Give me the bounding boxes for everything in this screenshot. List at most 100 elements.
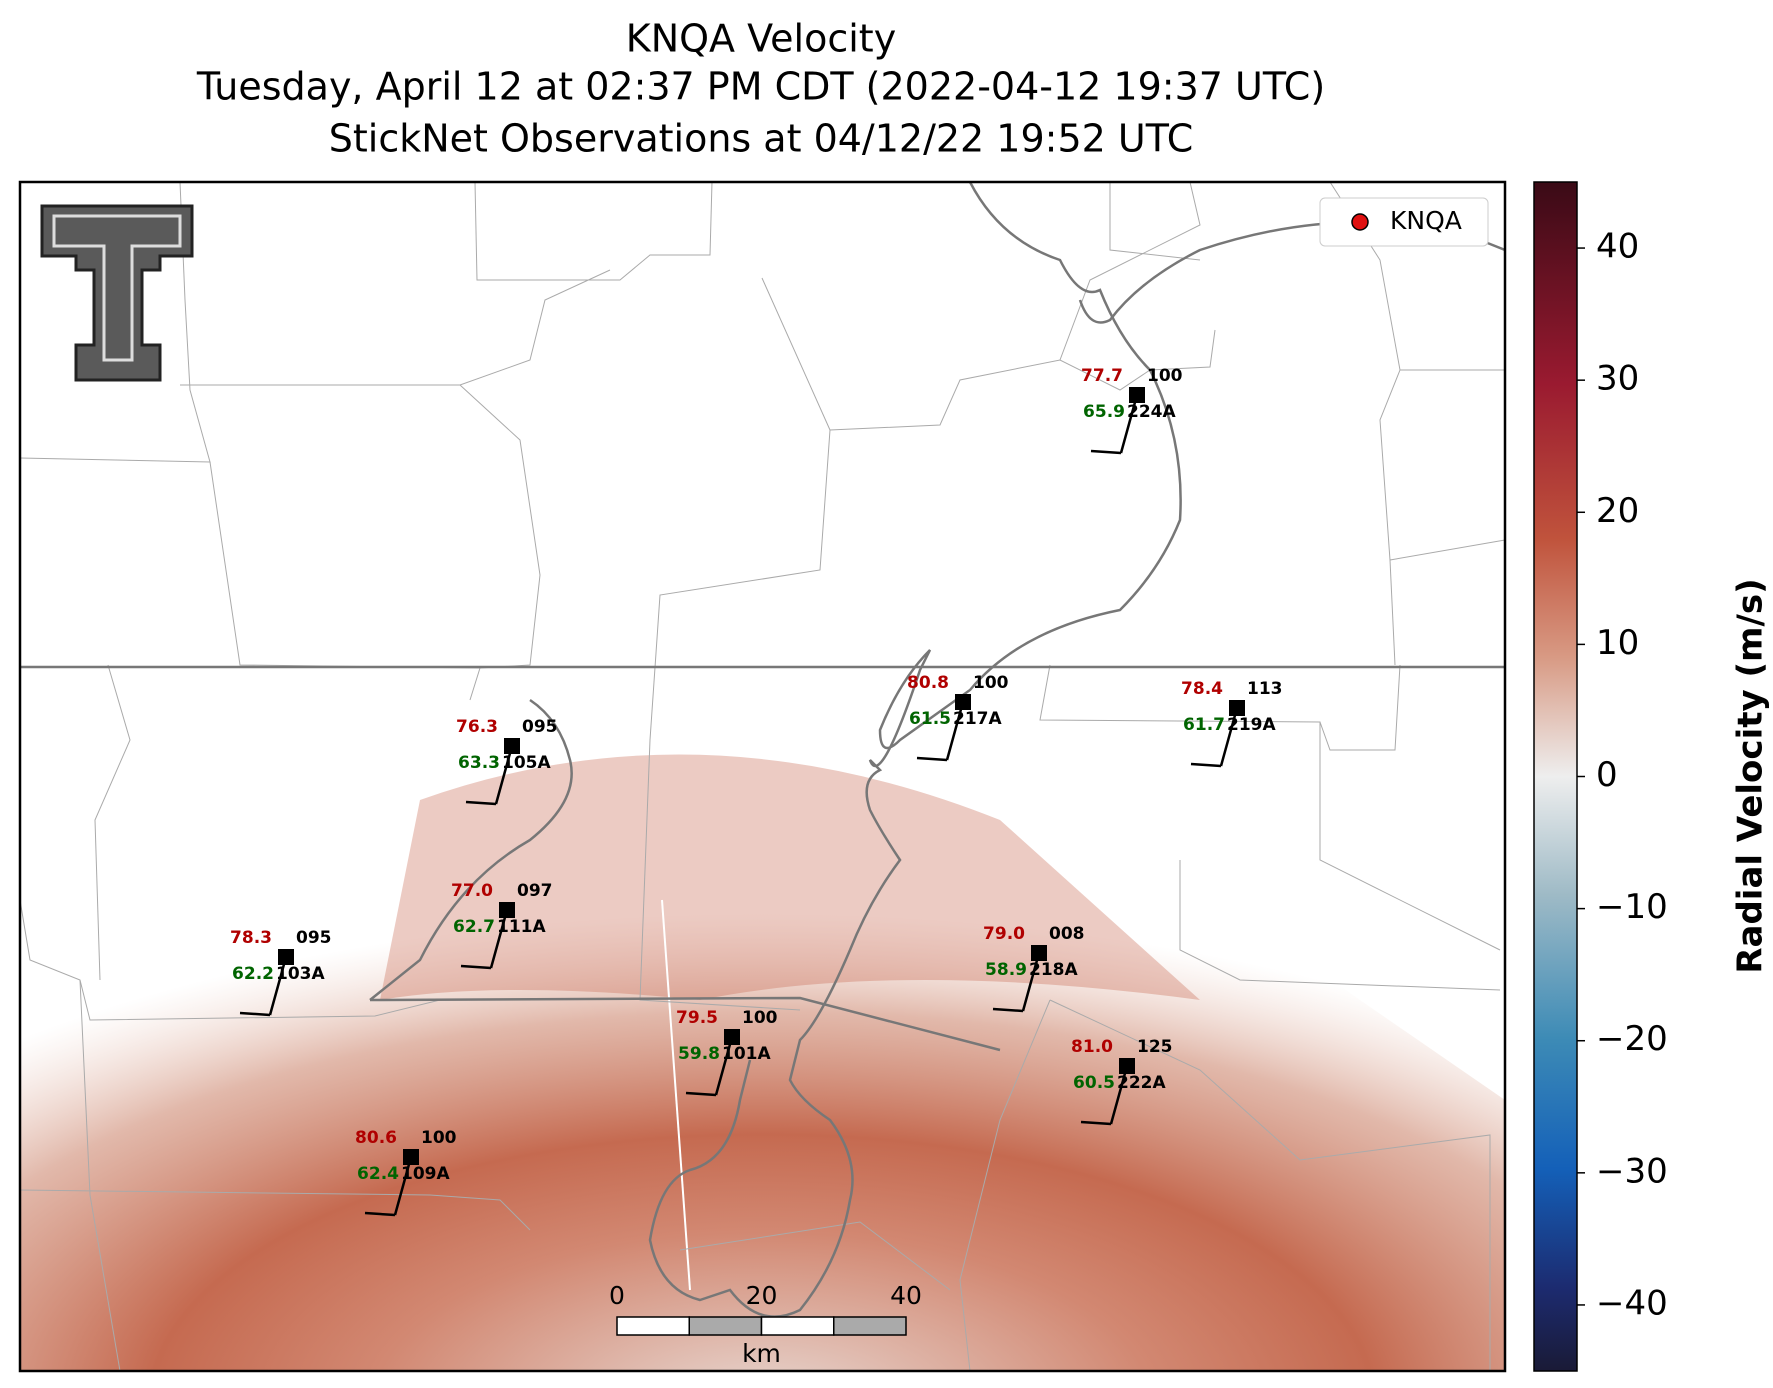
scale-tick-label: 40 bbox=[890, 1281, 922, 1310]
scale-segment bbox=[833, 1316, 907, 1336]
wind-barb bbox=[945, 701, 965, 761]
wind-barb bbox=[1190, 762, 1222, 768]
station: 77.7 100 65.9 224A bbox=[1081, 366, 1183, 455]
station-marker bbox=[278, 949, 294, 965]
colorbar-tick-label: 0 bbox=[1596, 755, 1618, 795]
station-id: 105A bbox=[502, 753, 551, 773]
station: 80.6 100 62.4 109A bbox=[355, 1128, 457, 1217]
station-marker bbox=[499, 902, 515, 918]
wind-barb bbox=[916, 756, 948, 762]
wind-barb bbox=[1021, 952, 1041, 1012]
temperature: 76.3 bbox=[456, 717, 498, 737]
subtitle: StickNet Observations at 04/12/22 19:52 … bbox=[329, 117, 1193, 161]
station: 78.3 095 62.2 103A bbox=[230, 928, 332, 1017]
station: 78.4 113 61.7 219A bbox=[1181, 679, 1283, 768]
state-lines bbox=[20, 182, 1505, 1318]
colorbar bbox=[1533, 181, 1578, 1372]
wind-barb bbox=[393, 1156, 413, 1216]
colorbar-label: Radial Velocity (m/s) bbox=[1731, 578, 1771, 973]
station-id: 101A bbox=[722, 1044, 771, 1064]
station: 80.8 100 61.5 217A bbox=[907, 673, 1009, 762]
temperature: 79.0 bbox=[983, 924, 1025, 944]
station-id: 219A bbox=[1227, 715, 1276, 735]
radar-echo bbox=[380, 754, 1200, 1000]
map bbox=[20, 182, 1505, 1371]
pressure: 008 bbox=[1049, 924, 1085, 944]
pressure: 100 bbox=[1147, 366, 1183, 386]
colorbar-tick-label: −20 bbox=[1596, 1019, 1668, 1059]
legend: KNQA bbox=[1319, 197, 1489, 247]
scale-tick-label: 0 bbox=[609, 1281, 625, 1310]
radar-echo bbox=[20, 718, 1505, 1371]
colorbar-tick-label: 10 bbox=[1596, 623, 1639, 663]
station: 79.5 100 59.8 101A bbox=[676, 1008, 778, 1097]
dewpoint: 60.5 bbox=[1073, 1073, 1115, 1093]
pressure: 125 bbox=[1137, 1037, 1173, 1057]
wind-barb bbox=[239, 1011, 271, 1017]
station-marker bbox=[403, 1149, 419, 1165]
legend-marker bbox=[1351, 213, 1369, 231]
station-id: 103A bbox=[276, 964, 325, 984]
wind-barb bbox=[1090, 449, 1122, 455]
temperature: 80.8 bbox=[907, 673, 949, 693]
dewpoint: 61.5 bbox=[909, 709, 951, 729]
temperature: 78.4 bbox=[1181, 679, 1223, 699]
colorbar-tick-label: −30 bbox=[1596, 1151, 1668, 1191]
dewpoint: 61.7 bbox=[1183, 715, 1225, 735]
colorbar-tick-label: 30 bbox=[1596, 359, 1639, 399]
station-id: 222A bbox=[1117, 1073, 1166, 1093]
dewpoint: 62.2 bbox=[232, 964, 274, 984]
wind-barb bbox=[714, 1036, 734, 1096]
wind-barb bbox=[460, 964, 492, 970]
scale-unit: km bbox=[742, 1339, 781, 1368]
wind-barb bbox=[1080, 1120, 1112, 1126]
pressure: 113 bbox=[1247, 679, 1283, 699]
station: 76.3 095 63.3 105A bbox=[456, 717, 558, 806]
wind-barb bbox=[489, 909, 509, 969]
dewpoint: 63.3 bbox=[458, 753, 500, 773]
radar-artifact bbox=[661, 899, 691, 1291]
station: 79.0 008 58.9 218A bbox=[983, 924, 1085, 1013]
subtitle: Tuesday, April 12 at 02:37 PM CDT (2022-… bbox=[196, 65, 1325, 109]
wind-barb bbox=[364, 1211, 396, 1217]
temperature: 79.5 bbox=[676, 1008, 718, 1028]
station-marker bbox=[724, 1029, 740, 1045]
station-marker bbox=[955, 694, 971, 710]
wind-barb bbox=[992, 1007, 1024, 1013]
pressure: 100 bbox=[973, 673, 1009, 693]
wind-barb bbox=[1219, 707, 1239, 767]
stations: 77.7 100 65.9 224A 80.8 100 61.5 217A 78.4 113 61.… bbox=[230, 366, 1283, 1217]
county-lines bbox=[20, 182, 1505, 1371]
scale-segment bbox=[688, 1316, 763, 1336]
pressure: 095 bbox=[296, 928, 332, 948]
colorbar-ticks: −40 −30 −20 −10 0 10 20 30 40 bbox=[1577, 227, 1668, 1323]
dewpoint: 58.9 bbox=[985, 960, 1027, 980]
map-frame bbox=[18, 180, 1507, 1373]
pressure: 100 bbox=[742, 1008, 778, 1028]
scale-bar: 0 20 40 km bbox=[609, 1281, 922, 1368]
station-marker bbox=[504, 738, 520, 754]
station-id: 111A bbox=[497, 917, 546, 937]
station-marker bbox=[1119, 1058, 1135, 1074]
scale-segment bbox=[760, 1316, 835, 1336]
wind-barb bbox=[494, 745, 514, 805]
colorbar-tick-label: 40 bbox=[1596, 227, 1639, 267]
dewpoint: 62.7 bbox=[453, 917, 495, 937]
wind-barb bbox=[685, 1091, 717, 1097]
colorbar-tick-label: 20 bbox=[1596, 491, 1639, 531]
temperature: 80.6 bbox=[355, 1128, 397, 1148]
dewpoint: 62.4 bbox=[357, 1164, 399, 1184]
temperature: 81.0 bbox=[1071, 1037, 1113, 1057]
dewpoint: 59.8 bbox=[678, 1044, 720, 1064]
station-id: 217A bbox=[953, 709, 1002, 729]
station: 81.0 125 60.5 222A bbox=[1071, 1037, 1173, 1126]
temperature: 77.0 bbox=[451, 881, 493, 901]
station-id: 109A bbox=[401, 1164, 450, 1184]
dewpoint: 65.9 bbox=[1083, 402, 1125, 422]
wind-barb bbox=[1119, 394, 1139, 454]
station-id: 218A bbox=[1029, 960, 1078, 980]
temperature: 78.3 bbox=[230, 928, 272, 948]
scale-segment bbox=[616, 1316, 690, 1336]
station-marker bbox=[1129, 387, 1145, 403]
